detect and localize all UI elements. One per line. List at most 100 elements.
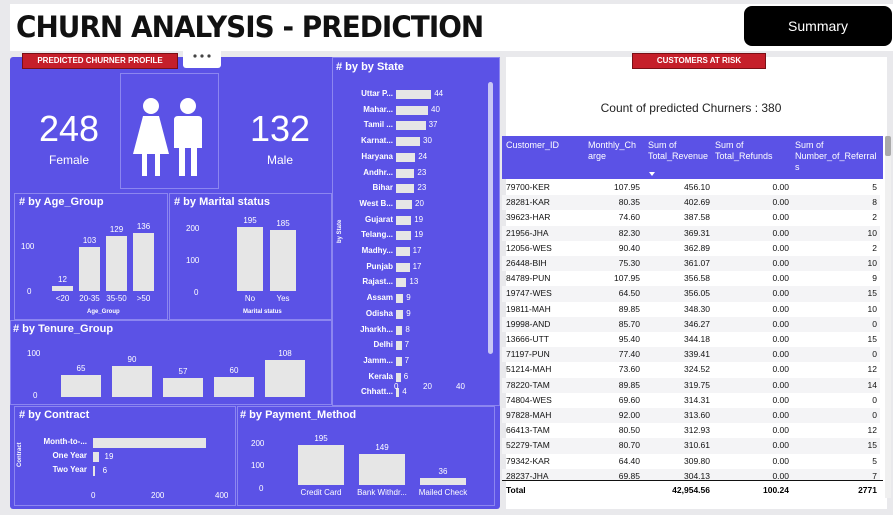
- state-scrollbar[interactable]: [488, 82, 493, 354]
- age-data-label: 129: [109, 224, 124, 234]
- table-cell: 15: [867, 288, 877, 299]
- table-row[interactable]: 26448-BIH 75.30 361.07 0.00 10: [502, 256, 880, 272]
- state-category-label: Jharkh...: [360, 324, 393, 334]
- age-tick: 0: [27, 287, 32, 296]
- table-cell: 361.07: [684, 258, 710, 268]
- table-row[interactable]: 97828-MAH 92.00 313.60 0.00 0: [502, 408, 880, 424]
- total-refunds: 100.24: [763, 485, 789, 495]
- table-row[interactable]: 39623-HAR 74.60 387.58 0.00 2: [502, 210, 880, 225]
- table-cell: 0.00: [772, 470, 789, 480]
- table-cell: 0.00: [772, 349, 789, 360]
- state-data-label: 44: [434, 89, 444, 98]
- col-total-refunds[interactable]: Sum of Total_Refunds: [715, 140, 773, 161]
- state-category-label: Bihar: [372, 183, 393, 193]
- table-cell: 77.40: [618, 349, 640, 360]
- table-cell: 79342-KAR: [506, 455, 550, 466]
- table-row[interactable]: 19747-WES 64.50 356.05 0.00 15: [502, 286, 880, 302]
- table-cell: 26448-BIH: [506, 258, 547, 268]
- table-cell: 314.31: [684, 394, 710, 405]
- tenure-tick: 0: [33, 391, 38, 400]
- state-category-label: Assam: [366, 293, 393, 303]
- table-row[interactable]: 71197-PUN 77.40 339.41 0.00 0: [502, 347, 880, 363]
- table-cell: 0.00: [772, 410, 789, 420]
- age-bar: [133, 232, 154, 291]
- marital-tick: 0: [194, 288, 199, 297]
- state-data-label: 24: [418, 151, 428, 161]
- table-row[interactable]: 21956-JHA 82.30 369.31 0.00 10: [502, 225, 880, 241]
- table-row[interactable]: 78220-TAM 89.85 319.75 0.00 14: [502, 377, 880, 393]
- table-row[interactable]: 74804-WES 69.60 314.31 0.00 0: [502, 393, 880, 408]
- table-cell: 0.00: [772, 334, 789, 344]
- table-row[interactable]: 19998-AND 85.70 346.27 0.00 0: [502, 316, 880, 332]
- marital-tick: 200: [186, 224, 200, 233]
- col-total-revenue[interactable]: Sum of Total_Revenue: [648, 140, 709, 161]
- state-bar: [396, 294, 404, 304]
- marital-bar: [270, 229, 296, 291]
- table-row[interactable]: 79700-KER 107.95 456.10 0.00 5: [502, 180, 880, 195]
- table-row[interactable]: 66413-TAM 80.50 312.93 0.00 12: [502, 423, 880, 438]
- total-label: Total: [506, 485, 526, 495]
- table-cell: 74.60: [618, 212, 640, 223]
- female-count: 248: [38, 108, 100, 149]
- table-row[interactable]: 28281-KAR 80.35 402.69 0.00 8: [502, 195, 880, 211]
- table-row[interactable]: 12056-WES 90.40 362.89 0.00 2: [502, 241, 880, 256]
- table-scrollbar[interactable]: [885, 136, 891, 498]
- more-options-icon[interactable]: [183, 44, 221, 68]
- customers-at-risk-button[interactable]: CUSTOMERS AT RISK: [632, 53, 766, 69]
- state-category-label: Uttar P...: [361, 89, 393, 98]
- age-category-label: >50: [136, 294, 151, 303]
- customers-at-risk-panel: [506, 57, 887, 509]
- female-label: Female: [48, 153, 89, 167]
- table-cell: 12056-WES: [506, 242, 552, 253]
- state-category-label: Kerala: [368, 371, 393, 381]
- age-tick: 100: [21, 242, 35, 251]
- table-row[interactable]: 79342-KAR 64.40 309.80 0.00 5: [502, 454, 880, 469]
- table-row[interactable]: 52279-TAM 80.70 310.61 0.00 15: [502, 438, 880, 454]
- tenure-bar: [112, 366, 152, 397]
- table-row[interactable]: 28237-JHA 69.85 304.13 0.00 7: [502, 468, 880, 480]
- col-monthly-charge[interactable]: Monthly_Ch arge: [588, 140, 637, 161]
- state-data-label: 23: [417, 183, 427, 193]
- table-cell: 73.60: [618, 364, 640, 375]
- contract-data-label: 6: [102, 466, 108, 475]
- marital-bar: [237, 226, 263, 291]
- payment-data-label: 195: [314, 434, 328, 444]
- state-bar: [396, 184, 415, 194]
- table-cell: 10: [867, 258, 877, 268]
- age-category-label: 35-50: [106, 294, 127, 303]
- state-bar: [396, 388, 400, 398]
- col-customer-id[interactable]: Customer_ID: [506, 140, 560, 150]
- summary-button[interactable]: Summary: [744, 6, 892, 46]
- marital-xlabel: Marital status: [243, 309, 282, 315]
- state-data-label: 6: [403, 371, 409, 381]
- table-cell: 456.10: [684, 182, 710, 192]
- table-cell: 80.70: [618, 440, 640, 451]
- state-bar: [396, 121, 426, 131]
- predicted-churner-profile-button[interactable]: PREDICTED CHURNER PROFILE: [22, 53, 178, 69]
- payment-tick: 100: [251, 461, 265, 470]
- marital-tick: 100: [186, 256, 200, 265]
- state-tick: 40: [456, 382, 465, 391]
- table-cell: 78220-TAM: [506, 379, 550, 390]
- state-category-label: Gujarat: [364, 214, 393, 224]
- table-cell: 0.00: [772, 303, 789, 314]
- state-category-label: Delhi: [373, 340, 393, 350]
- table-cell: 107.95: [614, 182, 640, 192]
- table-cell: 80.35: [618, 197, 640, 208]
- table-cell: 19811-MAH: [506, 303, 551, 314]
- table-cell: 5: [872, 182, 877, 192]
- table-row[interactable]: 19811-MAH 89.85 348.30 0.00 10: [502, 302, 880, 317]
- contract-tick: 400: [215, 491, 229, 500]
- table-cell: 64.50: [618, 288, 640, 299]
- col-referrals[interactable]: Sum of Number_of_Referral s: [795, 140, 877, 172]
- table-row[interactable]: 84789-PUN 107.95 356.58 0.00 9: [502, 271, 880, 286]
- state-data-label: 20: [415, 198, 424, 208]
- table-cell: 69.85: [618, 470, 640, 480]
- total-referrals: 2771: [858, 485, 877, 495]
- sort-desc-icon[interactable]: [649, 172, 655, 176]
- state-bar: [396, 137, 420, 147]
- table-row[interactable]: 13666-UTT 95.40 344.18 0.00 15: [502, 332, 880, 347]
- table-cell: 12: [867, 364, 877, 375]
- state-bar: [396, 309, 404, 319]
- table-row[interactable]: 51214-MAH 73.60 324.52 0.00 12: [502, 362, 880, 377]
